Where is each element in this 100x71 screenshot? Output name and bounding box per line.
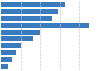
- Bar: [1, 57, 12, 62]
- Bar: [1, 9, 58, 14]
- Bar: [1, 36, 33, 41]
- Bar: [1, 50, 16, 55]
- Bar: [1, 43, 21, 48]
- Bar: [1, 16, 52, 21]
- Bar: [1, 30, 40, 35]
- Bar: [1, 64, 8, 69]
- Bar: [1, 2, 65, 7]
- Bar: [1, 23, 89, 28]
